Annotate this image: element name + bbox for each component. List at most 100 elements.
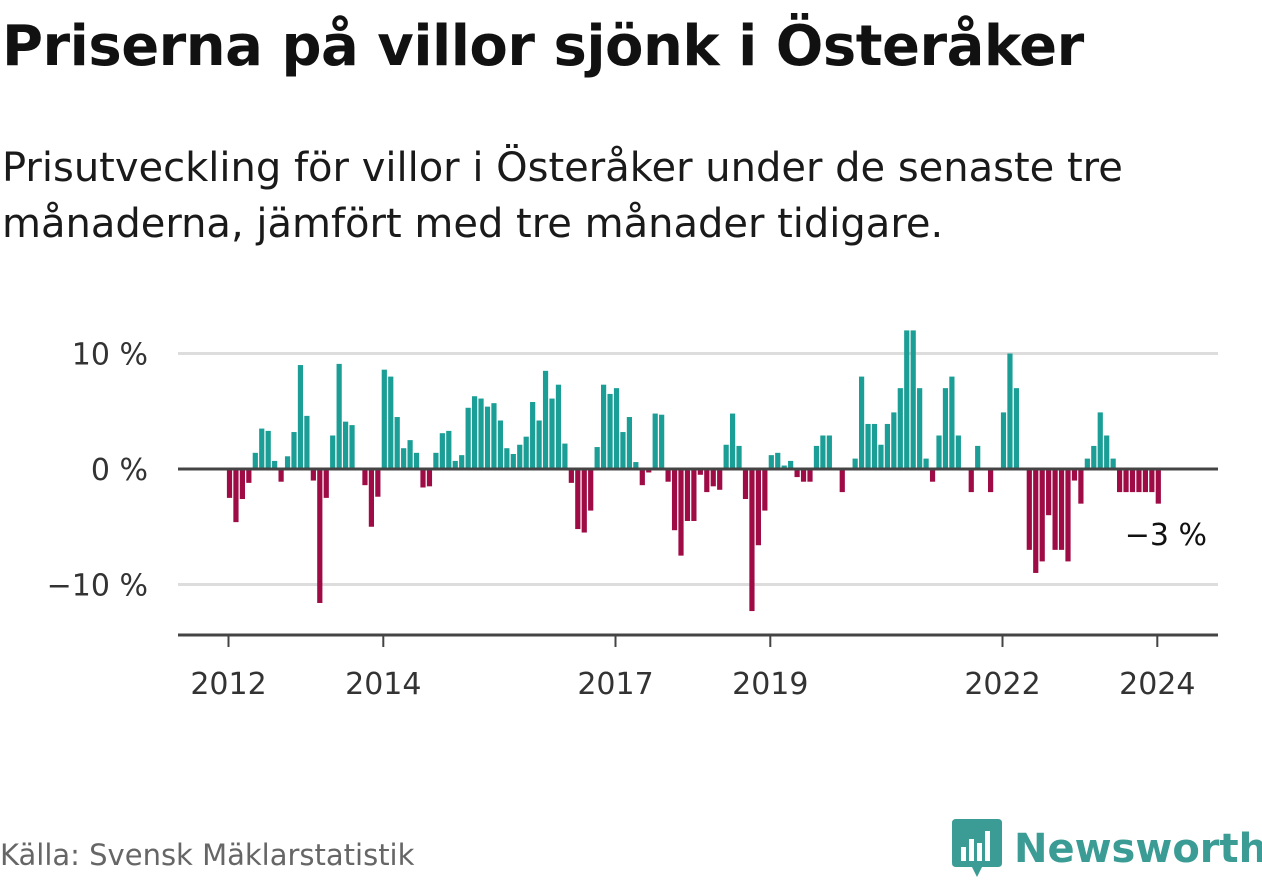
bar [446,430,452,469]
bar [665,469,671,482]
y-tick-label: 10 % [72,338,148,373]
x-tick-label: 2017 [577,667,653,702]
bar [401,448,407,469]
bar [555,384,562,469]
bar [620,432,626,469]
bar [252,452,258,469]
brand-name: Newsworthy [1014,826,1262,872]
bar [968,469,974,493]
bar [826,435,832,469]
bar [678,469,684,556]
bar [1000,412,1007,469]
bar [671,469,678,531]
bar [865,423,871,469]
bar [904,330,910,469]
x-tick-label: 2022 [964,667,1040,702]
bar [465,407,471,469]
bar [730,413,736,469]
bar [742,469,749,500]
bar [272,460,278,469]
bar [394,417,400,469]
bar [723,444,729,469]
bar [497,420,503,469]
bar [878,444,884,469]
bar [278,469,284,482]
source-credit: Källa: Svensk Mäklarstatistik [0,838,415,872]
bar [1013,388,1019,469]
bar [1136,469,1142,493]
bar [317,469,323,603]
bar [407,440,413,469]
bar [975,445,981,469]
bar [942,388,949,469]
bar [413,452,420,469]
latest-value-label: −3 % [1125,518,1207,553]
bar [1104,435,1110,469]
bar [717,469,723,490]
bar [813,445,820,469]
bar [607,393,613,469]
bar [433,452,439,469]
bar [1071,469,1078,481]
bar [575,469,581,530]
bar [323,469,329,498]
bar [439,433,445,469]
bar [768,455,774,469]
bar [504,448,510,469]
bar [820,435,826,469]
bar [297,365,304,469]
bar [226,469,233,498]
bar [923,458,929,469]
bar [755,469,761,546]
bar [859,376,865,469]
bar [426,469,433,487]
y-tick-label: −10 % [47,569,148,604]
x-tick-label: 2024 [1119,667,1195,702]
bar [988,469,994,493]
bar [884,423,890,469]
bar [1084,458,1090,469]
bar [259,428,265,469]
bar [478,398,484,469]
bar [1110,458,1116,469]
bar [1052,469,1058,550]
bar [955,435,961,469]
bar [349,425,355,469]
y-tick-label: 0 % [91,453,148,488]
bar [910,330,916,469]
bar [704,469,710,493]
bars [226,330,1161,612]
bar [736,445,742,469]
bar [594,447,600,469]
bar [588,469,594,511]
bar [420,469,426,488]
bar [284,456,291,469]
bar [562,443,568,469]
bar [794,469,800,478]
bar [781,465,787,469]
bar [265,430,271,469]
bar [936,435,942,469]
bar [762,469,768,511]
bar [1149,469,1155,493]
bar [788,460,794,469]
bar [291,432,297,469]
bar [949,376,955,469]
bar [626,417,632,469]
bar [491,403,497,469]
bar [1117,469,1123,493]
bar [639,469,645,486]
bar [800,469,807,482]
bar [1033,469,1039,573]
bar [375,469,381,497]
bar [652,413,658,469]
bar [362,469,368,486]
bar [917,388,923,469]
bar [1078,469,1084,504]
x-tick-label: 2014 [345,667,421,702]
bar [517,444,523,469]
bar [1058,469,1065,550]
bar [368,469,374,527]
bar [1065,469,1071,562]
